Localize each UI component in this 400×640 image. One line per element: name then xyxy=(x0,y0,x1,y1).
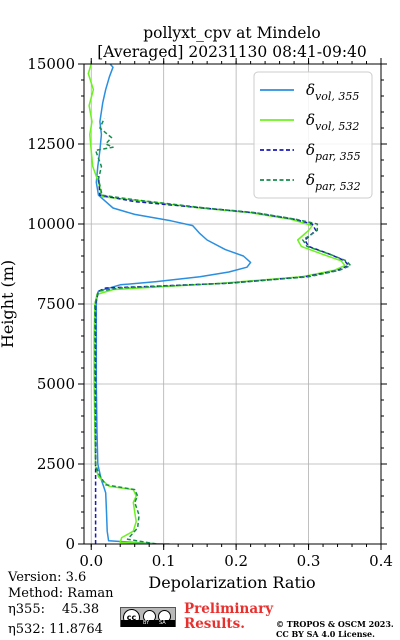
y-tick-label: 2500 xyxy=(37,455,75,473)
chart-title-line2: [Averaged] 20231130 08:41-09:40 xyxy=(97,43,367,61)
eta532-label: η532: xyxy=(8,622,45,637)
legend-subscript: par, 355 xyxy=(315,150,361,163)
version-text: Version: 3.6 xyxy=(8,570,87,585)
x-axis-label: Depolarization Ratio xyxy=(148,573,315,592)
y-tick-label: 0 xyxy=(65,535,75,553)
legend-symbol: δ xyxy=(306,171,315,189)
sa-label: SA xyxy=(159,620,166,626)
series-lines xyxy=(87,64,352,544)
legend-box xyxy=(253,71,373,199)
legend-subscript: vol, 532 xyxy=(315,120,359,133)
legend-symbol: δ xyxy=(306,81,315,99)
legend-symbol: δ xyxy=(306,111,315,129)
by-label: BY xyxy=(143,620,150,626)
y-tick-label: 15000 xyxy=(27,55,75,73)
y-tick-label: 5000 xyxy=(37,375,75,393)
copyright-line2: CC BY SA 4.0 License. xyxy=(276,628,375,639)
eta532-value: 11.8764 xyxy=(49,622,103,637)
cc-license-badge: cc BY SA xyxy=(120,607,176,627)
legend-entry: δvol, 532 xyxy=(306,111,359,133)
y-axis-label: Height (m) xyxy=(0,260,17,348)
preliminary-line1: Preliminary xyxy=(184,601,274,617)
copyright-line1: © TROPOS & OSCM 2023. xyxy=(276,619,394,629)
y-tick-label: 12500 xyxy=(27,135,75,153)
preliminary-line2: Results. xyxy=(184,616,245,632)
x-tick-label: 0.4 xyxy=(369,552,393,570)
x-tick-label: 0.0 xyxy=(79,552,103,570)
method-text: Method: Raman xyxy=(8,586,114,601)
x-tick-label: 0.2 xyxy=(224,552,248,570)
chart-title-line1: pollyxt_cpv at Mindelo xyxy=(143,24,321,42)
axis-ticks: 0.0 0.1 0.2 0.3 0.4 0 2500 5000 7500 10000 12500 15… xyxy=(27,55,393,570)
preliminary-notice: Preliminary Results. xyxy=(184,602,273,632)
legend-subscript: par, 532 xyxy=(315,180,361,193)
x-tick-label: 0.1 xyxy=(152,552,176,570)
eta355-label: η355: xyxy=(8,602,45,617)
eta532-row: η532: 11.8764 xyxy=(8,622,103,638)
eta355-row: η355: 45.38 xyxy=(8,602,99,618)
y-tick-label: 7500 xyxy=(37,295,75,313)
series-line-par-532 xyxy=(94,118,352,544)
legend-entry: δpar, 532 xyxy=(306,171,361,193)
legend-entry: δpar, 355 xyxy=(306,141,361,163)
license-band xyxy=(121,620,175,627)
x-tick-label: 0.3 xyxy=(297,552,321,570)
y-tick-label: 10000 xyxy=(27,215,75,233)
legend-symbol: δ xyxy=(306,141,315,159)
series-line-vol-355 xyxy=(95,64,252,544)
series-line-vol-532 xyxy=(87,64,346,544)
copyright-notice: © TROPOS & OSCM 2023. CC BY SA 4.0 Licen… xyxy=(276,619,394,639)
legend-entry: δvol, 355 xyxy=(306,81,359,103)
legend-subscript: vol, 355 xyxy=(315,90,359,103)
eta355-value: 45.38 xyxy=(61,602,100,617)
series-line-par-355 xyxy=(94,175,350,544)
